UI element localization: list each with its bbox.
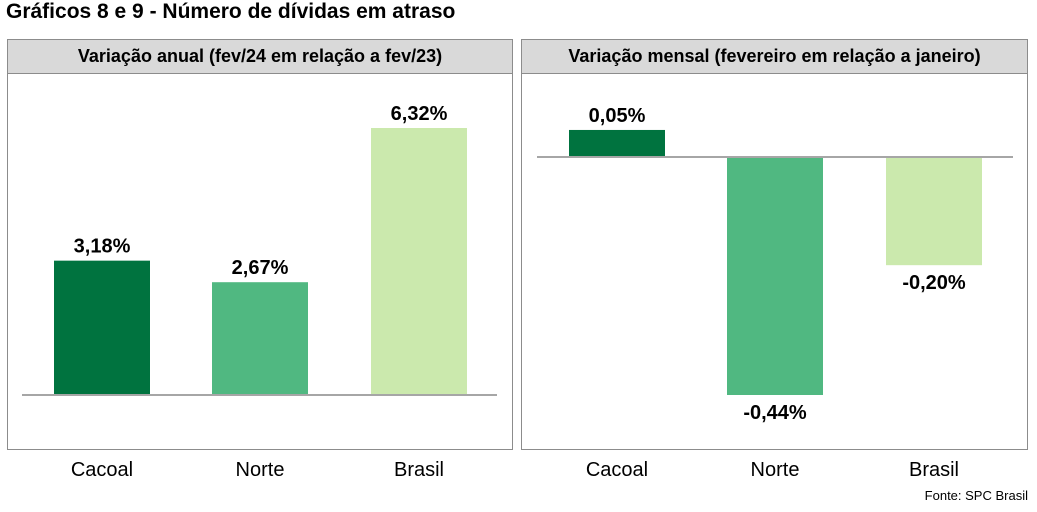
annual-data-label-cacoal: 3,18% xyxy=(74,236,131,258)
annual-data-label-norte: 2,67% xyxy=(232,257,289,279)
annual-category-label-norte: Norte xyxy=(236,459,285,481)
annual-category-label-cacoal: Cacoal xyxy=(71,459,133,481)
annual-category-label-brasil: Brasil xyxy=(394,459,444,481)
monthly-category-label-cacoal: Cacoal xyxy=(586,459,648,481)
monthly-bar-cacoal xyxy=(569,129,665,157)
monthly-data-label-cacoal: 0,05% xyxy=(589,105,646,127)
annual-bar-norte xyxy=(212,282,308,395)
monthly-bar-norte xyxy=(727,157,823,395)
annual-chart-title: Variação anual (fev/24 em relação a fev/… xyxy=(7,39,513,74)
monthly-category-label-norte: Norte xyxy=(751,459,800,481)
source-note: Fonte: SPC Brasil xyxy=(924,488,1028,503)
page-title: Gráficos 8 e 9 - Número de dívidas em at… xyxy=(6,0,456,23)
annual-data-label-brasil: 6,32% xyxy=(391,103,448,125)
monthly-data-label-brasil: -0,20% xyxy=(902,272,966,294)
monthly-bar-brasil xyxy=(886,157,982,266)
monthly-chart-title: Variação mensal (fevereiro em relação a … xyxy=(521,39,1028,74)
annual-bar-brasil xyxy=(371,128,467,395)
monthly-category-label-brasil: Brasil xyxy=(909,459,959,481)
annual-bar-cacoal xyxy=(54,260,150,395)
monthly-data-label-norte: -0,44% xyxy=(743,402,807,424)
